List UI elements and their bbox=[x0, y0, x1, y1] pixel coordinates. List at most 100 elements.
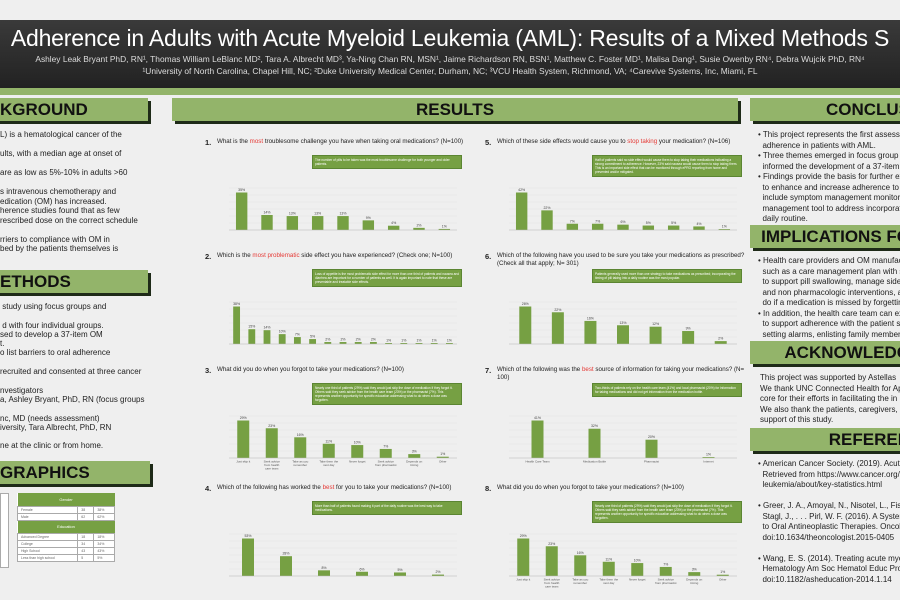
data-label: 9% bbox=[686, 327, 691, 331]
text-line: t. bbox=[0, 339, 5, 349]
bar bbox=[649, 326, 662, 344]
bar bbox=[415, 343, 423, 344]
data-label: 1% bbox=[432, 339, 437, 343]
data-label: 16% bbox=[587, 316, 594, 320]
text-line bbox=[0, 432, 150, 441]
affiliations: ¹University of North Carolina, Chapel Hi… bbox=[142, 66, 758, 76]
data-label: 1% bbox=[706, 453, 711, 457]
category-label-line: from pharmacist bbox=[655, 581, 677, 585]
category-label: Seek advice from pharmacist bbox=[375, 460, 397, 468]
text-line: rescribed dose on the correct schedule bbox=[0, 215, 138, 225]
data-label: 7% bbox=[663, 562, 668, 566]
category-label-line: Take as you bbox=[572, 578, 588, 582]
category-label: Depends on timing bbox=[686, 578, 703, 586]
question-highlight: best bbox=[581, 366, 594, 373]
category-label-line: Never forget bbox=[349, 460, 366, 464]
demographics-table-left-cropped bbox=[0, 493, 9, 568]
bar bbox=[682, 331, 695, 344]
text-line: recruited and consented at three cancer bbox=[0, 367, 142, 377]
text-line bbox=[0, 311, 150, 320]
bar-chart: 38% 15% 14% 10% 7% 5% 2% 2% 2% 2% 1% 1% 1% 1% 1% bbox=[229, 301, 457, 345]
category-label: Just skip it bbox=[516, 578, 530, 582]
acknowledgements-text: This project was supported by Astellas We… bbox=[760, 373, 900, 426]
text-line: L) is a hematological cancer of the bbox=[0, 130, 122, 139]
bar bbox=[237, 420, 250, 458]
question-number: 7. bbox=[485, 366, 492, 375]
category-label-line: Internet bbox=[703, 460, 713, 464]
text-line: to support pill swallowing, manage side bbox=[758, 277, 900, 286]
implications-text: • Health care providers and OM manufact … bbox=[758, 256, 900, 340]
bar bbox=[584, 320, 597, 344]
annotation-box: The number of pills to be taken was the … bbox=[312, 155, 462, 169]
bar bbox=[688, 572, 701, 576]
text-line: iversity, Tara Albrecht, PhD, RN bbox=[0, 422, 112, 432]
bar bbox=[263, 330, 271, 344]
text-line bbox=[0, 140, 150, 150]
bar bbox=[379, 448, 392, 458]
data-label: 9% bbox=[366, 216, 371, 220]
question-number: 8. bbox=[485, 484, 492, 493]
data-label: 13% bbox=[339, 212, 346, 216]
text-line: core for their efforts in facilitating t… bbox=[760, 394, 898, 403]
text-line: a, Ashley Bryant, PhD, RN (focus groups bbox=[0, 394, 145, 404]
bar bbox=[438, 228, 451, 230]
category-label: Medication Bottle bbox=[583, 460, 606, 464]
bar bbox=[551, 312, 564, 344]
category-label: Just skip it bbox=[236, 460, 250, 464]
category-label-line: Seek advice bbox=[378, 460, 395, 464]
bar bbox=[718, 229, 731, 230]
chart-question-6: 6. Which of the following have you used … bbox=[485, 252, 767, 364]
bar bbox=[261, 215, 273, 230]
question-text: Which of the following have you used to … bbox=[497, 252, 747, 267]
text-line: d with four individual groups. bbox=[0, 320, 104, 330]
category-label-line: next day bbox=[323, 463, 335, 467]
data-label: 6% bbox=[359, 567, 364, 571]
data-label: 41% bbox=[534, 416, 541, 420]
text-line: daily routine. bbox=[758, 214, 808, 223]
question-number: 1. bbox=[205, 138, 212, 147]
text-line: This project was supported by Astellas bbox=[760, 373, 897, 382]
category-label-line: remember bbox=[293, 463, 307, 467]
text-line bbox=[0, 376, 150, 385]
bar bbox=[716, 574, 729, 576]
text-line: to support adherence with the patient s bbox=[758, 319, 900, 328]
bar bbox=[362, 220, 375, 230]
question-highlight: stop taking bbox=[627, 138, 658, 145]
text-line: • This project represents the first asse… bbox=[758, 130, 900, 139]
table-cell: Less than high school bbox=[16, 553, 79, 562]
bar bbox=[617, 325, 629, 344]
category-label-line: timing bbox=[690, 581, 698, 585]
data-label: 14% bbox=[263, 326, 270, 330]
conclusions-heading-text: CONCLUS bbox=[825, 100, 900, 119]
bar bbox=[337, 216, 349, 230]
bar bbox=[602, 561, 615, 576]
data-label: 2% bbox=[435, 570, 440, 574]
bar bbox=[574, 555, 587, 576]
bar bbox=[278, 334, 286, 344]
question-pre: Which of the following have you used to … bbox=[497, 252, 745, 267]
text-line: rriers to compliance with OM in bbox=[0, 234, 110, 244]
text-line: are as low as 5%-10% in adults >60 bbox=[0, 168, 128, 177]
data-label: 3% bbox=[692, 568, 697, 572]
question-pre: Which of the following was the bbox=[497, 366, 582, 373]
question-post: side effect you have experienced? (Check… bbox=[299, 252, 453, 259]
category-label: Pharmacist bbox=[644, 460, 659, 464]
bar bbox=[280, 556, 292, 576]
question-text: Which is the most problematic side effec… bbox=[217, 252, 467, 260]
bar bbox=[631, 563, 644, 576]
category-label-line: Seek advice bbox=[264, 460, 281, 464]
data-label: 22% bbox=[543, 206, 550, 210]
text-line bbox=[0, 178, 150, 188]
category-label-line: timing bbox=[410, 463, 418, 467]
data-label: 32% bbox=[591, 424, 598, 428]
data-label: 2% bbox=[371, 338, 376, 342]
category-label-line: Take as you bbox=[292, 460, 308, 464]
category-label-line: Health Care Team bbox=[525, 460, 550, 464]
text-line: We thank UNC Connected Health for Ap bbox=[760, 383, 900, 393]
data-label: 11% bbox=[325, 439, 332, 443]
bar-chart: 53% 28% 8% 6% 5% 2% bbox=[229, 533, 457, 577]
text-line: do if a medication is missed by forgetti… bbox=[758, 298, 900, 307]
data-label: 26% bbox=[522, 302, 529, 306]
annotation-box: Patients generally used more than one st… bbox=[592, 269, 742, 283]
